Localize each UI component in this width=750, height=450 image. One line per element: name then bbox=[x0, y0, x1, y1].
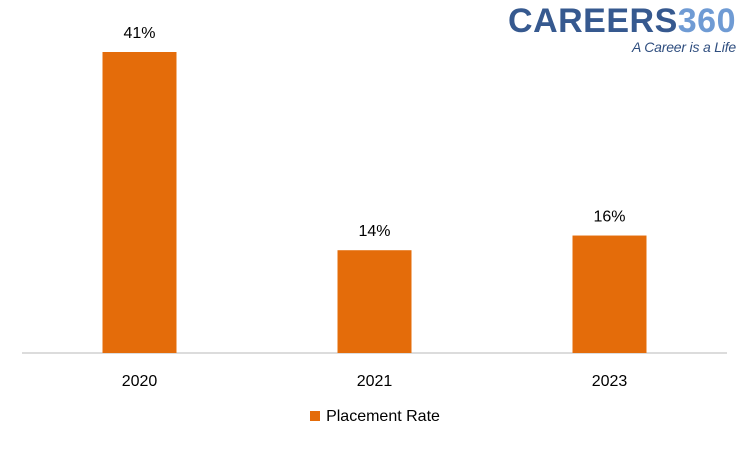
legend-swatch bbox=[310, 411, 321, 421]
bar-2020 bbox=[102, 52, 177, 353]
data-label-2021: 14% bbox=[358, 223, 390, 240]
x-tick-label-2020: 2020 bbox=[122, 373, 158, 390]
chart-legend: Placement Rate bbox=[0, 408, 750, 426]
bar-2023 bbox=[572, 235, 647, 353]
careers360-logo: CAREERS360 A Career is a Life bbox=[508, 4, 736, 54]
legend-item: Placement Rate bbox=[310, 408, 440, 426]
data-label-2023: 16% bbox=[593, 209, 625, 226]
logo-tagline: A Career is a Life bbox=[631, 39, 736, 55]
x-tick-label-2021: 2021 bbox=[357, 373, 393, 390]
legend-label: Placement Rate bbox=[326, 408, 440, 425]
logo-wordmark: CAREERS360 bbox=[508, 2, 736, 40]
bar-2021 bbox=[337, 250, 412, 353]
data-label-2020: 41% bbox=[123, 25, 155, 42]
x-tick-label-2023: 2023 bbox=[592, 373, 628, 390]
